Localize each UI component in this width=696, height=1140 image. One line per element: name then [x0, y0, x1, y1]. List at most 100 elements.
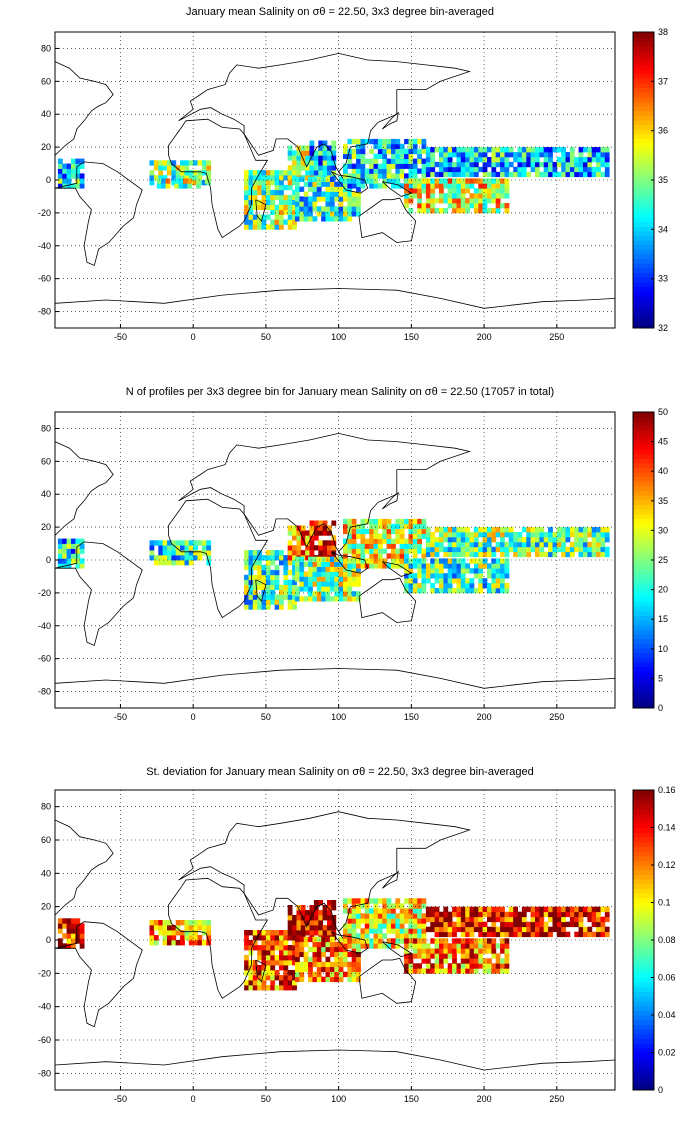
- data-cell: [469, 578, 475, 584]
- data-cell: [395, 943, 401, 949]
- data-cell: [569, 546, 575, 553]
- data-cell: [206, 930, 212, 936]
- data-cell: [456, 157, 462, 163]
- data-cell: [360, 183, 366, 189]
- data-cell: [347, 576, 353, 582]
- data-cell: [439, 183, 444, 189]
- data-cell: [460, 558, 466, 564]
- data-cell: [364, 538, 370, 544]
- data-cell: [465, 583, 470, 589]
- data-cell: [193, 935, 198, 941]
- data-cell: [193, 920, 198, 926]
- data-cell: [399, 168, 405, 174]
- data-cell: [395, 538, 401, 544]
- data-cell: [292, 219, 297, 225]
- data-cell: [491, 551, 497, 558]
- data-cell: [382, 138, 388, 145]
- data-cell: [283, 564, 289, 571]
- data-cell: [188, 935, 194, 941]
- data-cell: [569, 532, 575, 538]
- data-cell: [377, 173, 383, 179]
- data-cell: [356, 138, 361, 145]
- data-cell: [75, 538, 81, 544]
- data-cell: [473, 911, 479, 918]
- data-cell: [206, 165, 212, 171]
- data-cell: [430, 938, 436, 944]
- data-cell: [439, 968, 444, 974]
- data-cell: [265, 599, 271, 605]
- data-cell: [487, 926, 492, 933]
- data-cell: [482, 948, 488, 954]
- data-cell: [303, 201, 309, 207]
- data-cell: [478, 541, 484, 548]
- data-cell: [321, 951, 326, 958]
- data-cell: [447, 541, 453, 548]
- data-cell: [508, 541, 514, 548]
- data-cell: [539, 541, 545, 548]
- data-cell: [460, 527, 466, 533]
- coastline: [358, 577, 417, 623]
- data-cell: [279, 604, 284, 610]
- colorbar-swatch: [633, 314, 654, 320]
- data-cell: [456, 583, 462, 589]
- data-cell: [417, 548, 422, 554]
- data-cell: [386, 943, 392, 949]
- data-cell: [412, 553, 418, 559]
- data-cell: [257, 955, 262, 961]
- data-cell: [465, 171, 470, 178]
- data-cell: [439, 958, 444, 964]
- data-cell: [425, 193, 431, 199]
- data-cell: [530, 546, 536, 553]
- data-cell: [434, 958, 440, 964]
- colorbar-swatch: [633, 55, 654, 61]
- data-cell: [318, 170, 324, 176]
- data-cell: [482, 537, 488, 543]
- colorbar-swatch: [633, 1061, 654, 1068]
- data-cell: [300, 525, 306, 531]
- data-cell: [244, 199, 249, 205]
- data-cell: [206, 920, 212, 926]
- colorbar-swatch: [633, 629, 654, 635]
- data-cell: [395, 923, 401, 929]
- data-cell: [456, 198, 462, 204]
- data-cell: [452, 906, 457, 913]
- data-cell: [343, 586, 348, 592]
- data-cell: [283, 569, 289, 576]
- data-cell: [487, 208, 492, 214]
- data-cell: [274, 955, 280, 961]
- data-cell: [75, 558, 81, 564]
- data-cell: [530, 537, 536, 543]
- data-cell: [162, 175, 168, 181]
- data-cell: [283, 219, 289, 225]
- data-cell: [248, 560, 254, 566]
- data-cell: [578, 166, 584, 173]
- data-cell: [270, 975, 276, 981]
- data-cell: [356, 173, 361, 179]
- data-cell: [473, 563, 479, 569]
- data-cell: [180, 935, 185, 941]
- data-cell: [487, 198, 492, 204]
- data-cell: [270, 940, 276, 946]
- data-cell: [482, 203, 488, 209]
- salinity-map: -50 0 50 100 150 200 250806040200-20-40-60-803…: [38, 27, 668, 342]
- data-cell: [369, 533, 374, 539]
- data-cell: [265, 569, 271, 576]
- data-cell: [417, 933, 422, 939]
- data-cell: [308, 561, 313, 567]
- data-cell: [439, 926, 444, 933]
- data-cell: [482, 198, 488, 204]
- data-cell: [460, 916, 466, 923]
- data-cell: [504, 188, 510, 194]
- data-cell: [364, 918, 370, 924]
- data-cell: [395, 563, 401, 569]
- data-cell: [312, 196, 318, 202]
- y-tick-label: -20: [38, 588, 51, 598]
- data-cell: [596, 546, 601, 553]
- data-cell: [465, 541, 470, 548]
- data-cell: [244, 555, 249, 561]
- data-cell: [316, 956, 322, 963]
- data-cell: [604, 171, 610, 178]
- data-cell: [465, 568, 470, 574]
- data-cell: [430, 183, 436, 189]
- data-cell: [57, 168, 63, 174]
